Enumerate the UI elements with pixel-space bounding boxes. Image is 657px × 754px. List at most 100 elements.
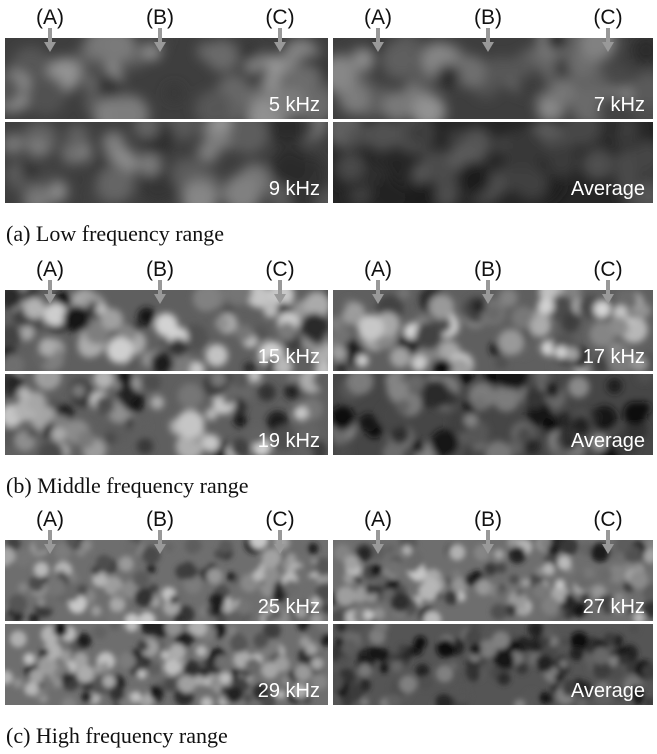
marker-label: (A) (36, 6, 64, 29)
blob (206, 40, 238, 72)
frequency-label: 5 kHz (269, 94, 320, 116)
blob (431, 429, 459, 457)
blob (568, 376, 589, 397)
blob (514, 699, 525, 710)
blob (454, 688, 470, 704)
blob (470, 643, 482, 655)
blob (53, 622, 67, 636)
blob (107, 337, 133, 363)
blob (382, 91, 413, 122)
blob (200, 697, 213, 710)
frequency-label: 19 kHz (258, 430, 320, 452)
blob (555, 346, 568, 359)
blob (560, 637, 569, 646)
blob (383, 442, 405, 464)
blob (147, 565, 156, 574)
blob (359, 413, 378, 432)
blob (205, 408, 217, 420)
blob (358, 663, 372, 677)
blob (243, 362, 255, 374)
blob (25, 682, 39, 696)
blob (495, 650, 514, 669)
blob (464, 413, 477, 426)
blob (154, 694, 163, 703)
blob (223, 392, 235, 404)
blob (229, 634, 247, 652)
blob (364, 610, 374, 620)
blob (335, 363, 347, 375)
blob (103, 675, 116, 688)
blob (97, 166, 135, 204)
blob (164, 659, 181, 676)
blob (124, 541, 138, 555)
blob (305, 643, 317, 655)
blob (225, 686, 243, 704)
blob (371, 179, 406, 214)
blob (471, 299, 486, 314)
blob (100, 662, 110, 672)
blob (196, 645, 208, 657)
blob (335, 444, 352, 461)
blob (308, 543, 319, 554)
blob (77, 431, 94, 448)
blob (559, 659, 568, 668)
blob (80, 539, 92, 551)
blob (263, 303, 277, 317)
blob (295, 664, 312, 681)
marker-label: (B) (474, 258, 502, 281)
blob (178, 383, 204, 409)
blob (148, 662, 161, 675)
blob (496, 563, 507, 574)
blob (343, 573, 354, 584)
blob (464, 629, 481, 646)
blob (277, 322, 296, 341)
blob (130, 691, 141, 702)
marker-label: (B) (474, 6, 502, 29)
blob (215, 655, 230, 670)
blob (224, 174, 262, 212)
frequency-label: 17 kHz (583, 346, 645, 368)
blob (40, 368, 59, 387)
blob (304, 561, 317, 574)
blob (101, 308, 123, 330)
blob (504, 128, 545, 169)
blob (476, 579, 492, 595)
blob (415, 322, 442, 349)
blob (76, 633, 91, 648)
blob (286, 553, 296, 563)
blob (623, 402, 647, 426)
blob (347, 368, 373, 394)
blob (560, 537, 578, 555)
blob (539, 283, 557, 301)
figure: 5 kHz9 kHz(A)(B)(C)7 kHzAverage(A)(B)(C)… (0, 0, 657, 754)
blob (398, 644, 407, 653)
blob (492, 631, 510, 649)
blob (211, 371, 227, 387)
blob (336, 153, 365, 182)
blob (24, 298, 45, 319)
blob (419, 676, 433, 690)
blob (250, 531, 268, 549)
blob (8, 594, 27, 613)
blob (225, 278, 252, 305)
blob (338, 656, 349, 667)
blob (178, 675, 196, 693)
blob (77, 665, 95, 683)
blob (219, 540, 233, 554)
image-tile: Average (327, 362, 653, 466)
blob (644, 697, 655, 708)
blob (193, 285, 220, 312)
blob (598, 568, 612, 582)
blob (452, 570, 461, 579)
marker-label: (A) (36, 508, 64, 531)
blob (495, 587, 504, 596)
blob (347, 684, 363, 700)
blob (411, 165, 429, 183)
blob (15, 550, 32, 567)
blob (336, 621, 347, 632)
frequency-label: 25 kHz (258, 596, 320, 618)
marker-label: (B) (146, 258, 174, 281)
blob (630, 571, 649, 590)
blob (91, 566, 100, 575)
blob (258, 384, 276, 402)
